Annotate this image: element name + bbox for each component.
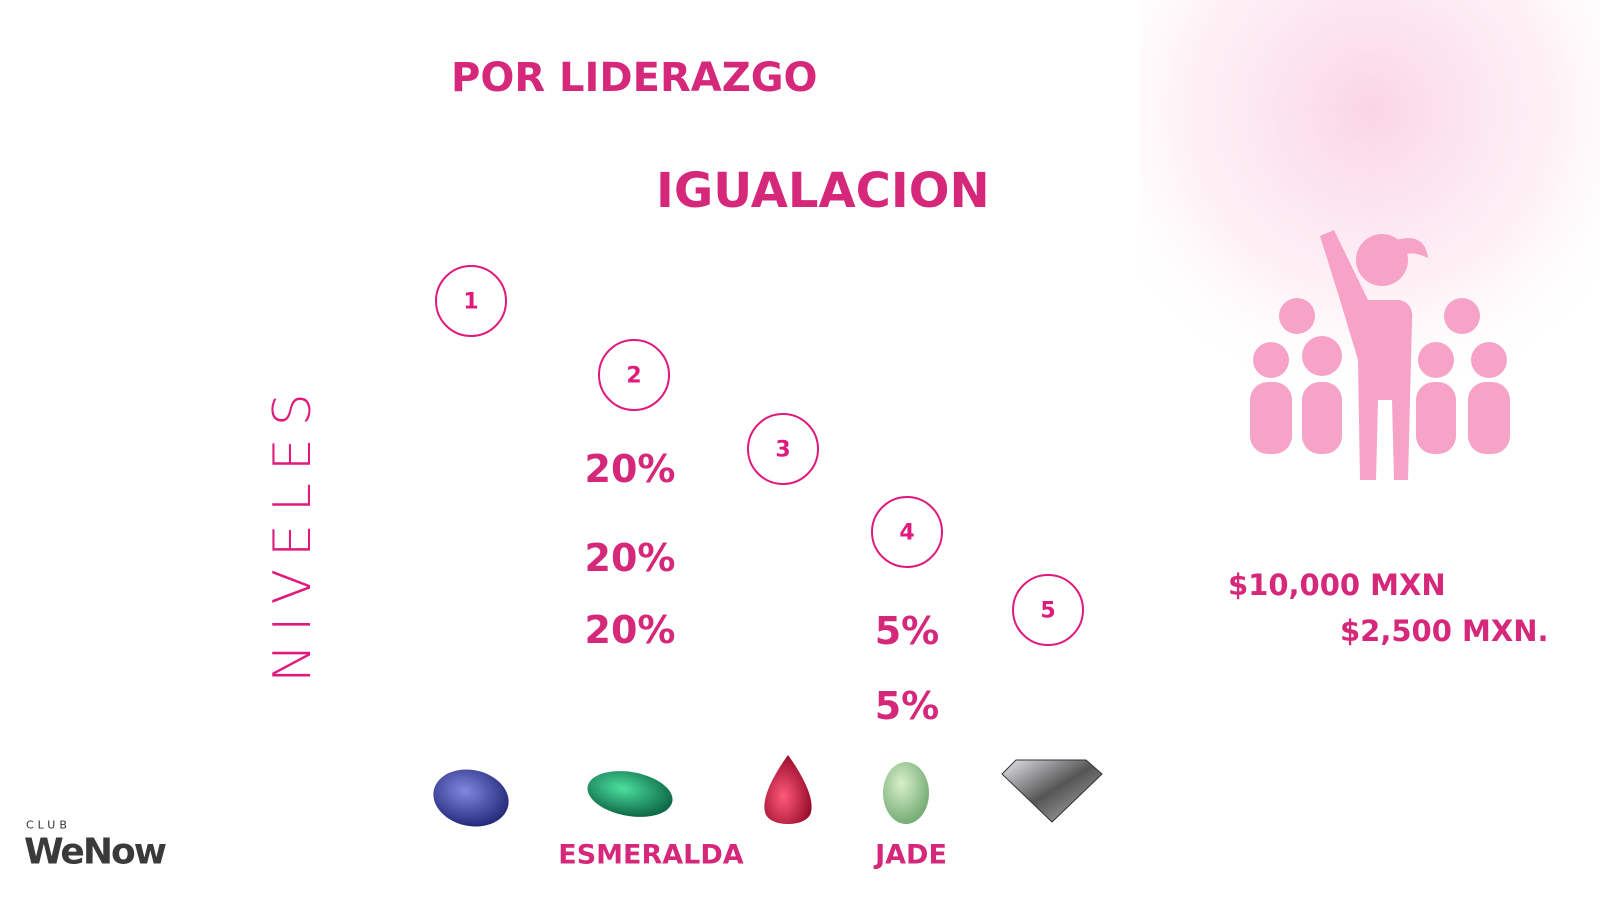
gem-diamond (1001, 759, 1103, 823)
figure-body (1468, 382, 1510, 454)
figure-head (1444, 298, 1480, 334)
figure-head (1418, 342, 1454, 378)
level-number: 4 (899, 521, 914, 546)
figure-body (1416, 382, 1456, 454)
gem-jade (883, 762, 929, 824)
subtitle: IGUALACION (656, 163, 990, 219)
level-circle (435, 265, 507, 337)
percentage: 20% (585, 536, 676, 580)
level-number: 2 (626, 364, 641, 389)
level-number: 5 (1040, 599, 1055, 624)
gem-emerald (587, 771, 673, 817)
level-circle (598, 339, 670, 411)
title: POR LIDERAZGO (451, 55, 818, 101)
gem-tanzanite (433, 769, 509, 827)
leader-icon (1250, 230, 1510, 480)
gem-ruby (764, 755, 812, 824)
level-circle (871, 496, 943, 568)
level-number: 3 (775, 438, 790, 463)
figure-body (1250, 382, 1292, 454)
figure-head (1356, 234, 1408, 286)
figure-head (1279, 298, 1315, 334)
percentage: 5% (875, 609, 940, 653)
side-label: NIVELES (263, 381, 323, 683)
figure-body (1302, 382, 1342, 454)
level-number: 1 (463, 290, 478, 315)
level-circle (1012, 574, 1084, 646)
figure-hair (1396, 238, 1428, 258)
figure-body (1320, 230, 1413, 480)
logo-club: CLUB (26, 819, 71, 832)
amount: $10,000 MXN (1228, 568, 1446, 602)
logo-brand: WeNow (24, 832, 167, 873)
percentage: 20% (585, 447, 676, 491)
level-circle (747, 413, 819, 485)
figure-head (1253, 342, 1289, 378)
gems (433, 755, 1103, 827)
percentage: 20% (585, 608, 676, 652)
figure-head (1471, 342, 1507, 378)
amount: $2,500 MXN. (1340, 614, 1549, 648)
percentage: 5% (875, 684, 940, 728)
gem-label: JADE (873, 840, 947, 871)
gem-label: ESMERALDA (558, 840, 744, 871)
level-markers: 1 2 3 4 5 (435, 265, 1084, 646)
figure-head (1302, 336, 1342, 376)
